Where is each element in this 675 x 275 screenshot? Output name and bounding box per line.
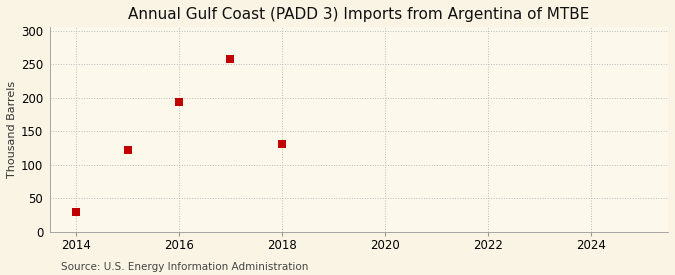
- Point: [173, 100, 184, 104]
- Y-axis label: Thousand Barrels: Thousand Barrels: [7, 81, 17, 178]
- Text: Source: U.S. Energy Information Administration: Source: U.S. Energy Information Administ…: [61, 262, 308, 272]
- Point: [122, 148, 133, 152]
- Point: [71, 209, 82, 214]
- Point: [277, 142, 288, 146]
- Point: [225, 57, 236, 61]
- Title: Annual Gulf Coast (PADD 3) Imports from Argentina of MTBE: Annual Gulf Coast (PADD 3) Imports from …: [128, 7, 590, 22]
